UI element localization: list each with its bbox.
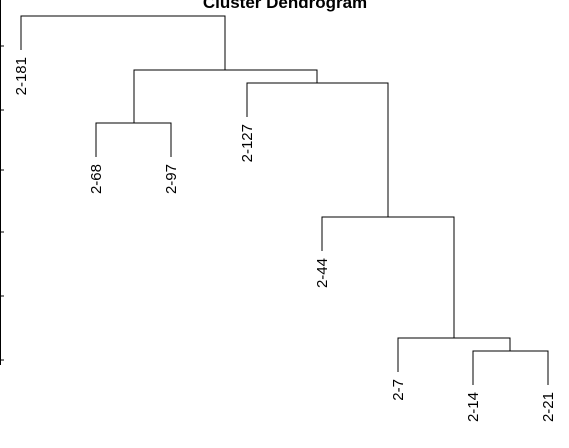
merge-upper-right — [133, 69, 318, 123]
leaf-label: 2-14 — [465, 392, 482, 422]
leaf-label: 2-21 — [540, 392, 557, 422]
leaf-label: 2-7 — [390, 379, 407, 401]
leaf-label: 2-44 — [314, 258, 331, 288]
leaf-label: 2-68 — [88, 164, 105, 194]
merge-2-44-subtree — [321, 216, 455, 338]
merge-root — [20, 15, 226, 70]
chart-title: Cluster Dendrogram — [203, 0, 367, 12]
merge-2-7-subtree — [397, 337, 511, 372]
leaf-label: 2-181 — [13, 57, 30, 95]
leaf-label: 2-127 — [239, 124, 256, 162]
merge-2-127-subtree — [246, 82, 389, 217]
merge-2-68-2-97 — [95, 122, 172, 157]
merge-2-14-2-21 — [472, 350, 549, 385]
leaf-label: 2-97 — [163, 164, 180, 194]
